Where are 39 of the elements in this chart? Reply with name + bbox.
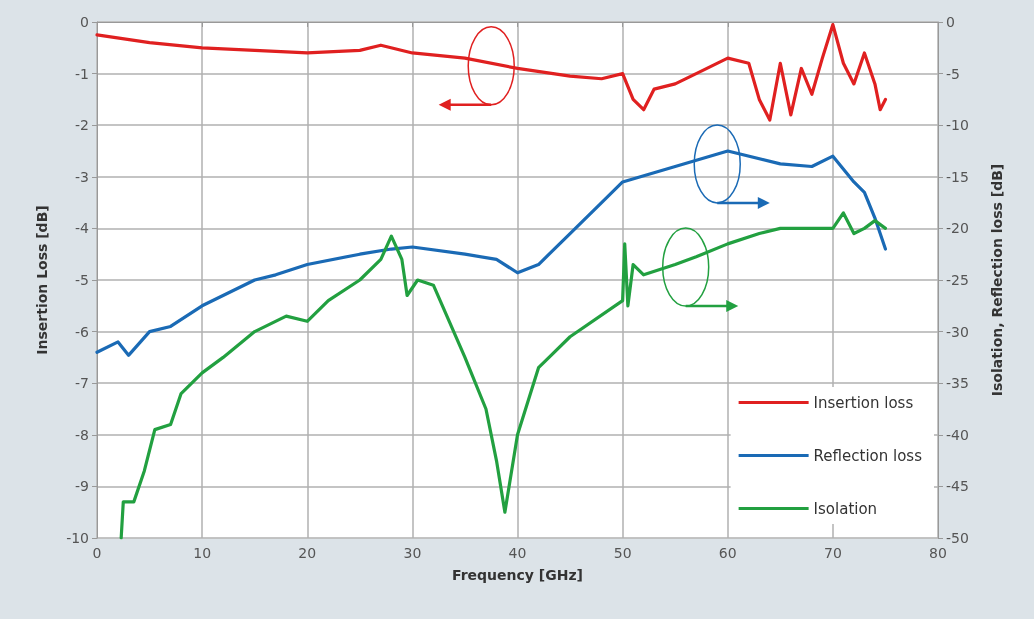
y2-tick-label: -5: [946, 65, 960, 82]
y2-tick-label: -10: [946, 117, 969, 134]
y-axis-title: Insertion Loss [dB]: [34, 205, 50, 355]
x-tick-label: 40: [508, 545, 527, 561]
x-tick-label: 60: [718, 545, 737, 561]
y-tick-label: -3: [75, 168, 89, 185]
legend-label: Reflection loss: [813, 446, 923, 465]
y2-axis-title: Isolation, Reflection loss [dB]: [989, 163, 1005, 397]
y2-tick-label: -15: [946, 168, 969, 185]
y-tick-label: -9: [75, 478, 89, 495]
y-tick-label: -1: [75, 65, 89, 82]
y2-tick-label: -25: [946, 272, 969, 288]
y2-tick-label: -30: [946, 323, 969, 340]
y-tick-label: -10: [66, 530, 89, 546]
line-series: [95, 149, 888, 357]
x-tick-label: 10: [193, 545, 212, 561]
x-tick-label: 30: [403, 545, 422, 561]
x-tick-label: 50: [613, 545, 632, 561]
legend-label: Isolation: [813, 499, 878, 518]
x-tick-label: 70: [823, 545, 842, 561]
y-tick-label: -6: [75, 323, 90, 340]
y2-tick-label: -35: [946, 375, 969, 392]
y-tick-label: -8: [75, 426, 89, 443]
y-tick-label: -7: [75, 375, 89, 392]
x-tick-label: 20: [298, 545, 317, 561]
y2-tick-label: 0: [946, 14, 955, 30]
y-tick-label: 0: [80, 14, 89, 30]
y2-tick-label: -40: [946, 426, 969, 443]
y-tick-label: -4: [75, 220, 90, 237]
line-series: [95, 22, 888, 122]
x-tick-label: 0: [92, 545, 102, 561]
y2-tick-label: -50: [946, 530, 969, 546]
y2-tick-label: -45: [946, 478, 969, 495]
y-tick-label: -2: [75, 117, 89, 134]
y2-tick-label: -20: [946, 220, 969, 237]
legend-label: Insertion loss: [813, 393, 914, 412]
y-tick-label: -5: [75, 272, 89, 288]
x-tick-label: 80: [929, 545, 947, 561]
x-axis-title: Frequency [GHz]: [452, 567, 583, 583]
